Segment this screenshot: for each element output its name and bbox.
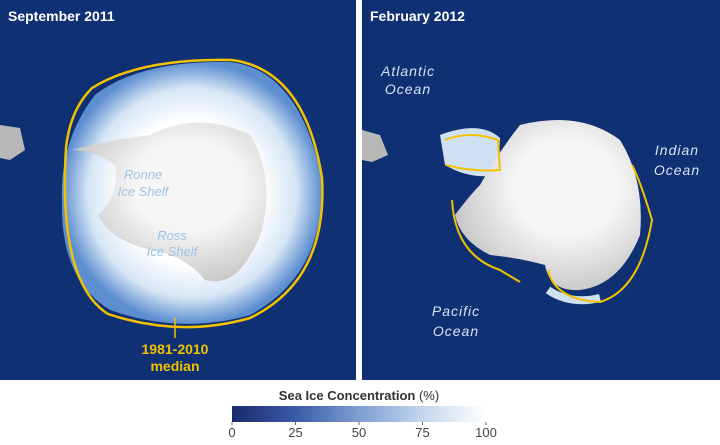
panel-title: September 2011 xyxy=(8,8,115,24)
map-label: Ocean xyxy=(654,162,700,178)
tick-label: 0 xyxy=(228,425,235,440)
panel-right: February 2012 Atlantic Ocean Indian Ocea… xyxy=(362,0,720,380)
tick-label: 75 xyxy=(415,425,429,440)
colorbar-unit: (%) xyxy=(419,388,439,403)
tick-label: 25 xyxy=(288,425,302,440)
map-label: Ross xyxy=(157,228,187,243)
colorbar-title-text: Sea Ice Concentration xyxy=(279,388,416,403)
median-label: 1981-2010 xyxy=(142,341,209,357)
map-label: Atlantic xyxy=(380,63,435,79)
panel-title: February 2012 xyxy=(370,8,465,24)
tick-label: 100 xyxy=(475,425,497,440)
map-label: Indian xyxy=(655,142,699,158)
map-label: Ice Shelf xyxy=(147,244,199,259)
map-label: Pacific xyxy=(432,303,480,319)
colorbar-title: Sea Ice Concentration (%) xyxy=(279,388,439,403)
tick-label: 50 xyxy=(352,425,366,440)
colorbar xyxy=(232,406,486,422)
map-label: Ocean xyxy=(385,81,431,97)
median-label: median xyxy=(150,358,199,374)
map-label: Ice Shelf xyxy=(118,184,170,199)
panel-left: September 2011 Ronne Ice Shelf Ross Ice … xyxy=(0,0,356,380)
map-label: Ocean xyxy=(433,323,479,339)
map-label: Ronne xyxy=(124,167,162,182)
